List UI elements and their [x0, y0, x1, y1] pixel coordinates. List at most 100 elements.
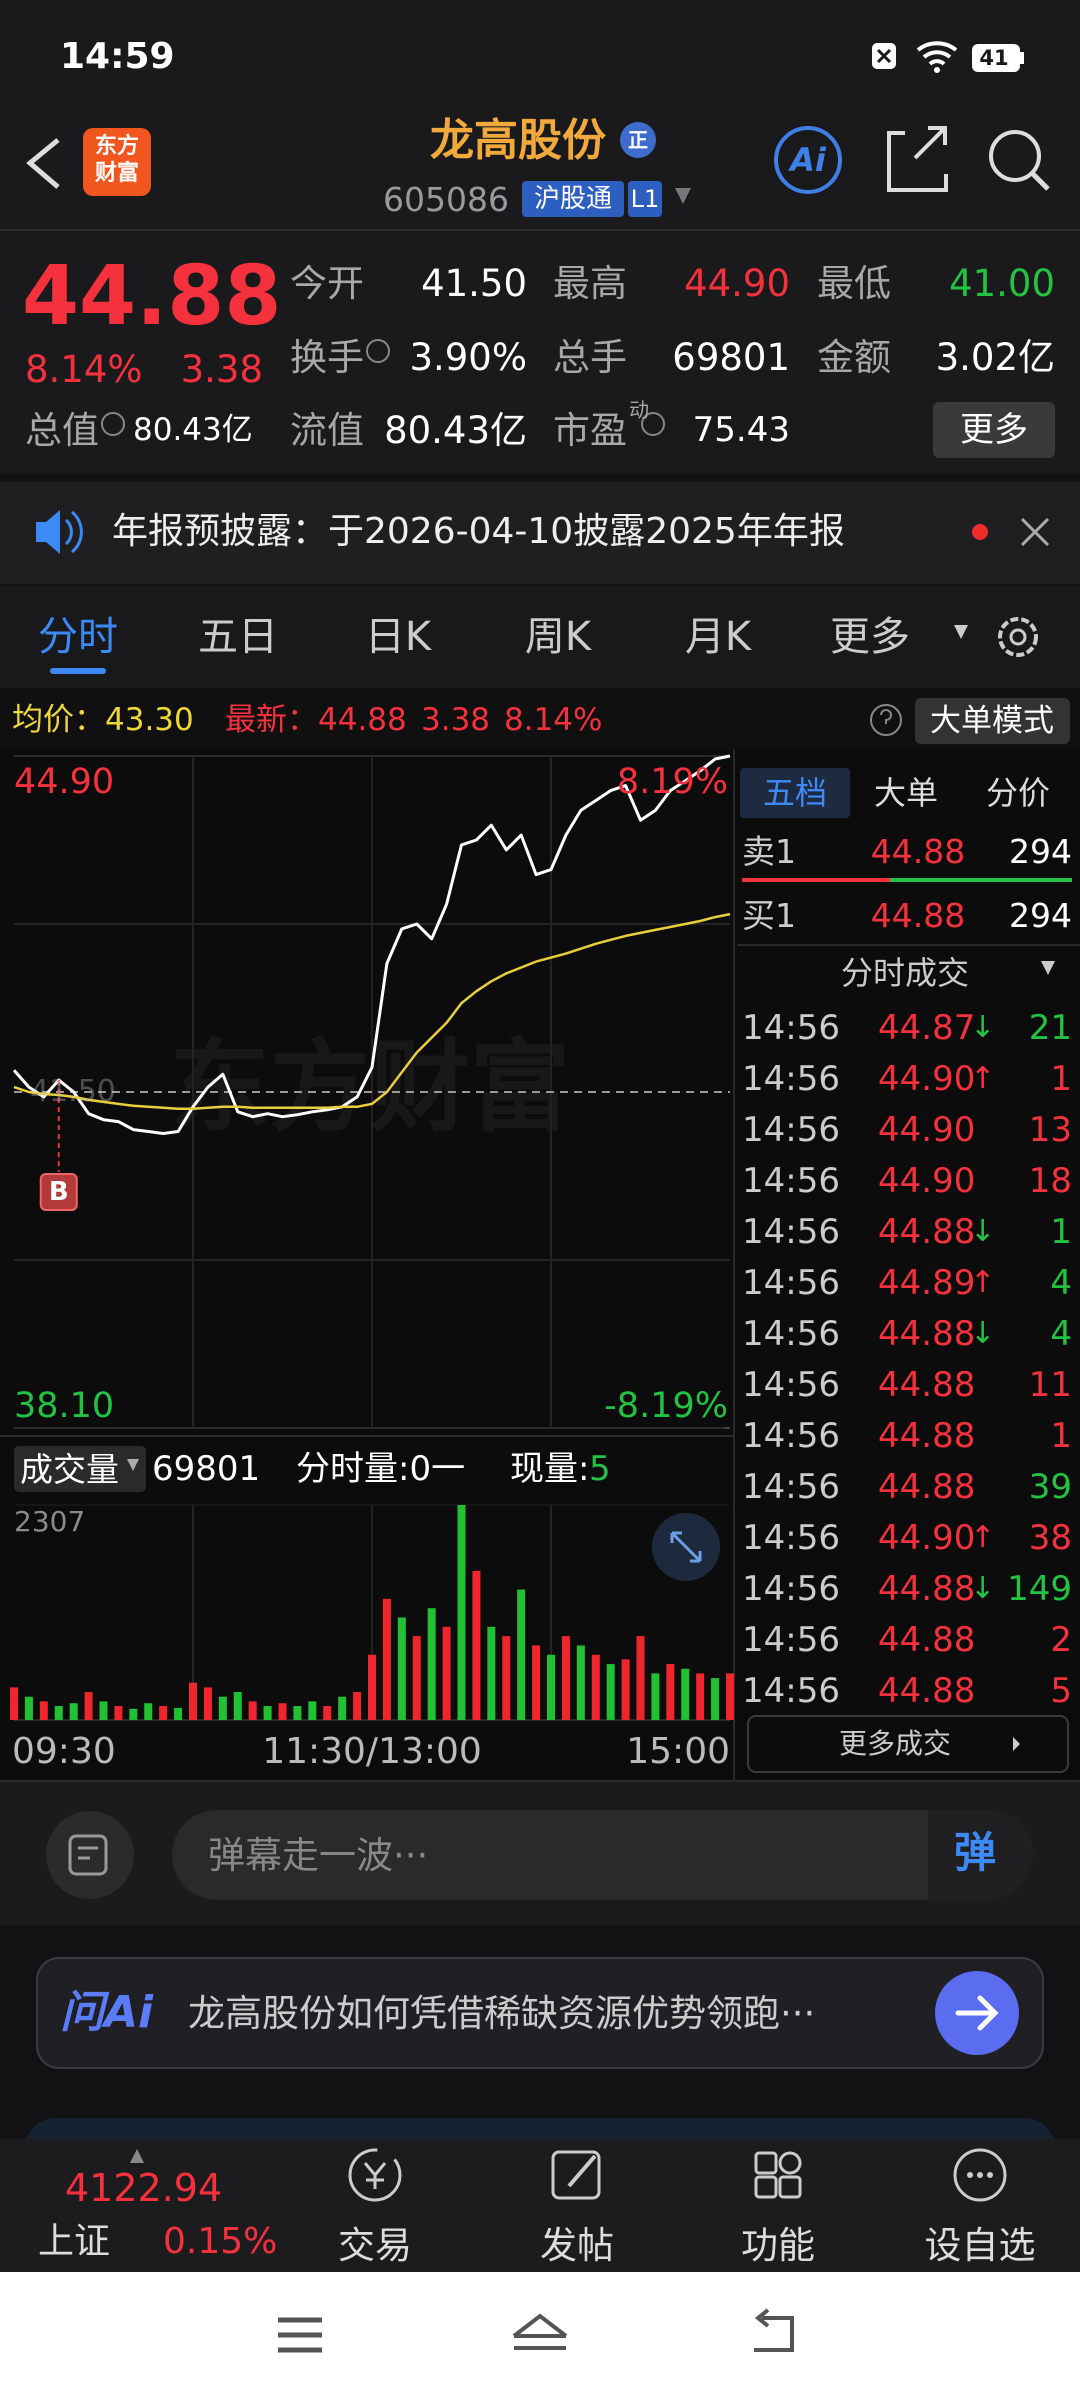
index-change: 0.15% [163, 2221, 278, 2262]
volume-bar [114, 1706, 123, 1720]
danmaku-placeholder[interactable]: 弹幕走一波··· [208, 1833, 429, 1877]
ai-banner[interactable] [36, 1957, 1044, 2069]
last-value: 44.88 [318, 701, 407, 738]
help-icon[interactable] [870, 704, 902, 736]
trade-price: 44.88 [878, 1569, 976, 1609]
volume-bar [144, 1703, 153, 1720]
close-button[interactable] [1020, 517, 1050, 547]
chart-tab[interactable]: 周K [524, 614, 592, 660]
volume-bar [99, 1701, 108, 1720]
chart-tab[interactable]: 分时 [38, 614, 118, 660]
trade-time: 14:56 [742, 1110, 840, 1150]
volume-bar [576, 1645, 585, 1720]
trade-marker[interactable] [39, 1173, 78, 1211]
volume-bar [532, 1645, 541, 1720]
search-button [1030, 171, 1050, 191]
volume-bar [382, 1598, 391, 1720]
danmaku-send-button[interactable]: 弹 [953, 1828, 997, 1877]
stock-code: 605086 [383, 179, 509, 219]
volume-bar [189, 1682, 197, 1720]
volume-bar [159, 1706, 168, 1720]
system-menu-button[interactable] [278, 2317, 322, 2353]
notice-background [0, 482, 1080, 584]
info-icon[interactable] [366, 339, 390, 363]
trade-price: 44.90 [878, 1059, 976, 1099]
panel-tab[interactable]: 分价 [985, 774, 1051, 812]
last-label: 最新： [225, 701, 318, 738]
field-value: 3.90% [409, 335, 527, 379]
system-back-button[interactable] [754, 2308, 794, 2352]
help-icon [880, 709, 892, 724]
index-name: 上证 [38, 2221, 111, 2262]
back-button[interactable] [26, 138, 60, 189]
volume-bar [338, 1696, 347, 1720]
trade-price: 44.89 [878, 1263, 976, 1303]
minute-volume: 分时量:0一 [296, 1449, 466, 1489]
nav-label[interactable]: 交易 [338, 2223, 412, 2267]
system-home-button[interactable] [512, 2313, 568, 2350]
trade-price: 44.88 [878, 1314, 976, 1354]
volume-bar [174, 1707, 183, 1720]
ai-question[interactable]: 龙高股份如何凭借稀缺资源优势领跑··· [188, 1991, 816, 2035]
order-price: 44.88 [870, 831, 966, 871]
y2-tick-label: -8.19% [604, 1385, 728, 1426]
big-order-mode-text[interactable]: 大单模式 [930, 702, 1054, 739]
chart-tab[interactable]: 五日 [198, 614, 278, 660]
chart-tab[interactable]: 月K [684, 614, 752, 660]
nav-icon [778, 2175, 802, 2199]
level-tag [628, 181, 662, 217]
trade-time: 14:56 [742, 1059, 840, 1099]
field-label: 市盈 [553, 408, 627, 452]
panel-tab[interactable]: 大单 [873, 774, 939, 812]
app-logo [83, 128, 151, 196]
badge-text: 正 [628, 128, 648, 152]
nav-label[interactable]: 发帖 [540, 2223, 614, 2267]
trade-time: 14:56 [742, 1416, 840, 1456]
nav-icon [567, 2154, 597, 2188]
caret [130, 2149, 144, 2163]
bottom-nav-background [0, 2139, 1080, 2272]
share-button[interactable] [887, 126, 948, 192]
trade-time: 14:56 [742, 1365, 840, 1405]
volume-bar [547, 1654, 555, 1720]
volume-indicator-button[interactable] [14, 1446, 146, 1492]
volume-bar [472, 1570, 481, 1720]
volume-bar [263, 1706, 272, 1720]
chart-tab[interactable]: 日K [364, 614, 432, 660]
field-label: 最低 [817, 261, 891, 305]
tabs-background [0, 586, 1080, 688]
trade-price: 44.87 [878, 1008, 976, 1048]
more-button-text[interactable]: 更多 [960, 410, 1028, 450]
notice-text[interactable]: 年报预披露：于2026-04-10披露2025年年报 [112, 511, 845, 552]
volume-bar [39, 1701, 48, 1720]
trade-volume: 4 [1050, 1263, 1072, 1303]
more-button[interactable] [933, 402, 1055, 458]
settings-button[interactable] [998, 617, 1038, 657]
danmaku-input[interactable] [172, 1810, 1033, 1900]
big-order-mode-button[interactable] [915, 698, 1070, 744]
info-icon[interactable] [641, 412, 665, 436]
trade-time: 14:56 [742, 1314, 840, 1354]
ai-button[interactable] [774, 126, 842, 194]
danmaku-settings-icon [68, 1834, 108, 1876]
trades-title[interactable]: 分时成交 [840, 954, 970, 992]
volume-indicator-text[interactable]: 成交量 [20, 1449, 119, 1489]
chart-tab[interactable]: 更多 [830, 614, 910, 660]
danmaku-settings-icon [78, 1846, 98, 1860]
order-price: 44.88 [870, 895, 966, 935]
index-value[interactable]: 4122.94 [65, 2166, 223, 2210]
more-trades-button[interactable] [747, 1715, 1069, 1773]
wifi-icon [934, 67, 940, 73]
ai-button-text[interactable]: Ai [790, 141, 826, 179]
nav-label[interactable]: 设自选 [924, 2223, 1036, 2267]
more-trades-text[interactable]: 更多成交 [838, 1727, 952, 1760]
field-value: 80.43亿 [133, 411, 253, 448]
trade-price: 44.90 [878, 1110, 976, 1150]
search-button[interactable] [989, 130, 1041, 182]
danmaku-settings-button[interactable] [46, 1811, 134, 1899]
nav-label[interactable]: 功能 [741, 2223, 815, 2267]
level-tag-text: L1 [630, 185, 660, 213]
panel-tab[interactable]: 五档 [762, 774, 828, 812]
info-icon[interactable] [101, 412, 125, 436]
